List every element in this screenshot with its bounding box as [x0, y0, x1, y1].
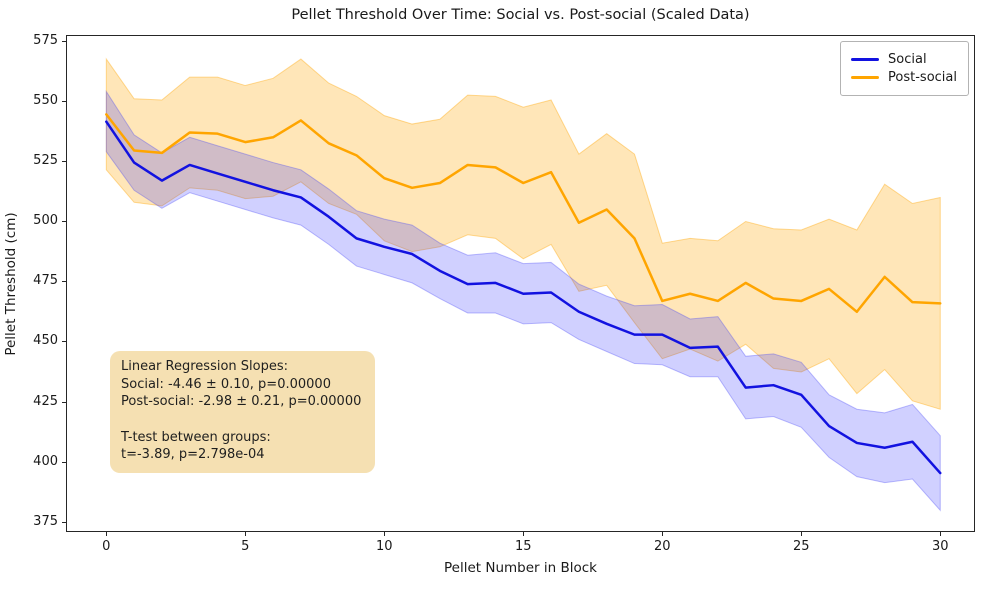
x-axis-label: Pellet Number in Block	[444, 560, 597, 576]
legend: Social Post-social	[840, 41, 969, 96]
post-social-line	[105, 113, 942, 314]
x-tick-mark	[105, 532, 107, 536]
legend-item-social: Social	[851, 52, 957, 67]
social-band	[105, 89, 941, 512]
legend-item-post-social: Post-social	[851, 70, 957, 85]
post-social-band	[105, 57, 941, 410]
legend-label-social: Social	[888, 52, 927, 67]
legend-label-post-social: Post-social	[888, 70, 957, 85]
y-tick-label: 425	[33, 393, 58, 409]
y-tick-mark	[62, 461, 66, 463]
x-tick-label: 20	[653, 539, 671, 554]
annotation-line: T-test between groups:	[121, 429, 271, 445]
y-tick-mark	[62, 521, 66, 523]
annotation-line: t=-3.89, p=2.798e-04	[121, 447, 265, 463]
annotation-line: Social: -4.46 ± 0.10, p=0.00000	[121, 376, 331, 392]
y-axis-label: Pellet Threshold (cm)	[3, 212, 19, 356]
y-tick-label: 500	[33, 213, 58, 229]
plot-area	[66, 35, 975, 532]
chart-title: Pellet Threshold Over Time: Social vs. P…	[291, 7, 750, 23]
social-line	[105, 120, 942, 475]
y-tick-mark	[62, 401, 66, 403]
x-tick-label: 5	[241, 539, 250, 554]
stats-annotation-box: Linear Regression Slopes: Social: -4.46 …	[110, 351, 375, 474]
x-tick-mark	[383, 532, 385, 536]
y-tick-label: 375	[33, 513, 58, 529]
y-tick-label: 400	[33, 453, 58, 469]
post-social-line-swatch	[851, 76, 880, 79]
annotation-line: Linear Regression Slopes:	[121, 359, 288, 374]
x-tick-mark	[800, 532, 802, 536]
x-tick-mark	[939, 532, 941, 536]
social-line-swatch	[851, 58, 880, 61]
annotation-line: Post-social: -2.98 ± 0.21, p=0.00000	[121, 394, 362, 410]
x-tick-label: 25	[792, 539, 810, 554]
y-tick-label: 475	[33, 273, 58, 289]
y-tick-mark	[62, 221, 66, 223]
axes-spines	[66, 35, 975, 532]
y-tick-mark	[62, 160, 66, 162]
x-tick-mark	[661, 532, 663, 536]
x-tick-label: 10	[376, 539, 393, 554]
y-tick-label: 550	[33, 92, 58, 108]
annotation-line	[121, 411, 361, 429]
y-tick-mark	[62, 341, 66, 343]
x-tick-mark	[244, 532, 246, 536]
y-tick-mark	[62, 100, 66, 102]
y-tick-label: 575	[33, 32, 58, 48]
y-tick-mark	[62, 281, 66, 283]
x-tick-label: 0	[102, 539, 111, 554]
x-tick-label: 30	[931, 539, 949, 554]
y-tick-label: 450	[33, 333, 58, 349]
y-tick-label: 525	[33, 152, 58, 168]
y-tick-mark	[62, 40, 66, 42]
x-tick-mark	[522, 532, 524, 536]
x-tick-label: 15	[514, 539, 532, 554]
